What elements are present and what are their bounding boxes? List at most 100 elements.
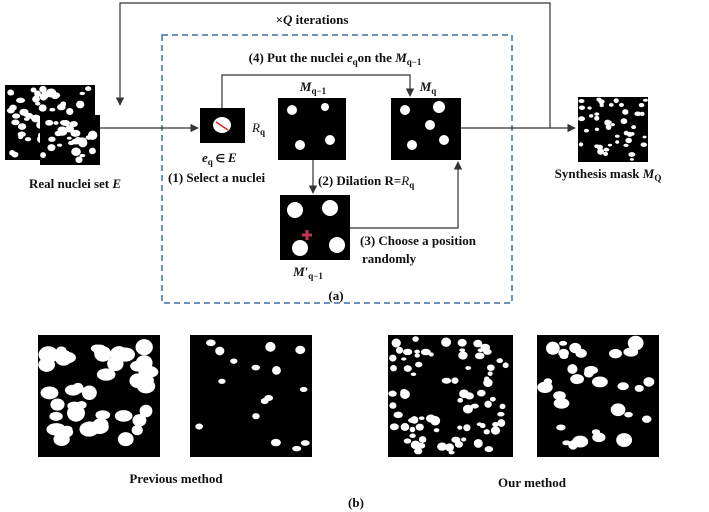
- nucleus-blob: [624, 131, 629, 136]
- nucleus-blob: [623, 144, 628, 147]
- nucleus-blob: [60, 101, 66, 106]
- nucleus-blob: [461, 437, 466, 441]
- nucleus-blob: [425, 120, 435, 130]
- nucleus-blob: [12, 113, 20, 118]
- nucleus-blob: [621, 118, 628, 124]
- nucleus-blob: [544, 378, 553, 385]
- nucleus-blob: [9, 105, 16, 111]
- nucleus-blob: [578, 116, 585, 121]
- step4-label: (4) Put the nuclei eqon the Mq−1: [249, 50, 422, 67]
- nucleus-blob: [75, 156, 82, 163]
- nucleus-blob: [140, 405, 153, 418]
- nucleus-blob: [67, 137, 72, 140]
- nucleus-blob: [292, 446, 301, 451]
- nucleus-blob: [35, 102, 40, 106]
- synthesis-label: Synthesis mask MQ: [555, 166, 662, 183]
- nucleus-blob: [410, 427, 416, 433]
- nucleus-blob: [553, 391, 566, 400]
- nucleus-blob: [488, 371, 493, 376]
- nucleus-blob: [643, 99, 648, 102]
- nucleus-blob: [463, 405, 473, 414]
- nucleus-blob: [85, 86, 91, 91]
- nucleus-blob: [389, 402, 396, 409]
- nucleus-blob: [594, 112, 599, 115]
- nucleus-blob: [415, 362, 422, 368]
- nucleus-blob: [265, 342, 275, 352]
- caption-a: (a): [328, 288, 343, 303]
- nucleus-blob: [414, 350, 420, 354]
- nucleus-blob: [71, 130, 81, 137]
- nucleus-blob: [619, 103, 624, 107]
- nucleus-blob: [206, 340, 216, 347]
- nucleus-blob: [18, 132, 26, 138]
- nucleus-blob: [51, 92, 60, 98]
- nucleus-blob: [400, 389, 407, 396]
- nucleus-blob: [322, 200, 338, 216]
- nucleus-blob: [388, 391, 396, 397]
- nucleus-blob: [271, 439, 281, 446]
- nucleus-blob: [477, 390, 485, 397]
- nucleus-blob: [251, 365, 260, 371]
- ours-label: Our method: [498, 475, 567, 490]
- mask-cur-label: Mq: [419, 79, 437, 96]
- step3-label: randomly: [362, 251, 417, 266]
- nucleus-blob: [390, 365, 397, 371]
- mask-prev-label: Mq−1: [299, 79, 327, 96]
- radius-label: Rq: [251, 120, 265, 137]
- nucleus-blob: [459, 389, 469, 398]
- arrow: [350, 162, 458, 228]
- nucleus-blob: [49, 108, 55, 112]
- nucleus-blob: [611, 403, 626, 416]
- nucleus-blob: [218, 379, 225, 384]
- nucleus-blob: [213, 117, 231, 133]
- nucleus-blob: [79, 422, 98, 437]
- nucleus-blob: [503, 362, 509, 368]
- nucleus-blob: [584, 129, 589, 133]
- nucleus-blob: [404, 365, 412, 372]
- nucleus-blob: [68, 141, 74, 145]
- nucleus-blob: [622, 109, 628, 115]
- nucleus-blob: [136, 355, 153, 370]
- nucleus-blob: [459, 348, 465, 352]
- nucleus-blob: [497, 419, 505, 427]
- nucleus-blob: [625, 138, 632, 143]
- nucleus-blob: [390, 423, 399, 430]
- nucleus-blob: [24, 113, 31, 117]
- nucleus-blob: [25, 137, 31, 141]
- nucleus-blob: [496, 358, 503, 363]
- nucleus-blob: [575, 349, 586, 358]
- nucleus-blob: [457, 398, 463, 403]
- nucleus-blob: [628, 152, 635, 157]
- nucleus-blob: [614, 98, 619, 103]
- nucleus-blob: [437, 442, 447, 450]
- nucleus-blob: [641, 143, 647, 147]
- nucleus-blob: [615, 140, 619, 144]
- nucleus-blob: [60, 120, 68, 125]
- nucleus-blob: [500, 404, 506, 409]
- nucleus-blob: [400, 105, 410, 115]
- nucleus-blob: [639, 103, 645, 107]
- nucleus-blob: [597, 145, 603, 150]
- nucleus-blob: [115, 410, 133, 422]
- nucleus-blob: [484, 401, 491, 408]
- nucleus-blob: [300, 387, 308, 392]
- nucleus-blob: [421, 349, 431, 356]
- nucleus-blob: [71, 147, 81, 155]
- nucleus-blob: [592, 376, 608, 387]
- nucleus-blob: [48, 137, 55, 142]
- mask-image: [190, 335, 312, 457]
- nucleus-blob: [407, 140, 417, 150]
- nucleus-blob: [295, 140, 305, 150]
- nucleus-blob: [76, 101, 84, 109]
- nucleus-blob: [415, 353, 420, 357]
- nucleus-blob: [546, 342, 560, 355]
- nucleus-blob: [7, 89, 14, 95]
- nucleus-blob: [598, 99, 604, 104]
- nucleus-blob: [578, 99, 584, 103]
- nucleus-blob: [608, 144, 612, 147]
- nucleus-blob: [215, 347, 224, 356]
- nucleus-blob: [490, 397, 496, 402]
- nucleus-blob: [116, 347, 136, 361]
- nucleus-blob: [556, 425, 565, 431]
- nucleus-blob: [497, 412, 504, 417]
